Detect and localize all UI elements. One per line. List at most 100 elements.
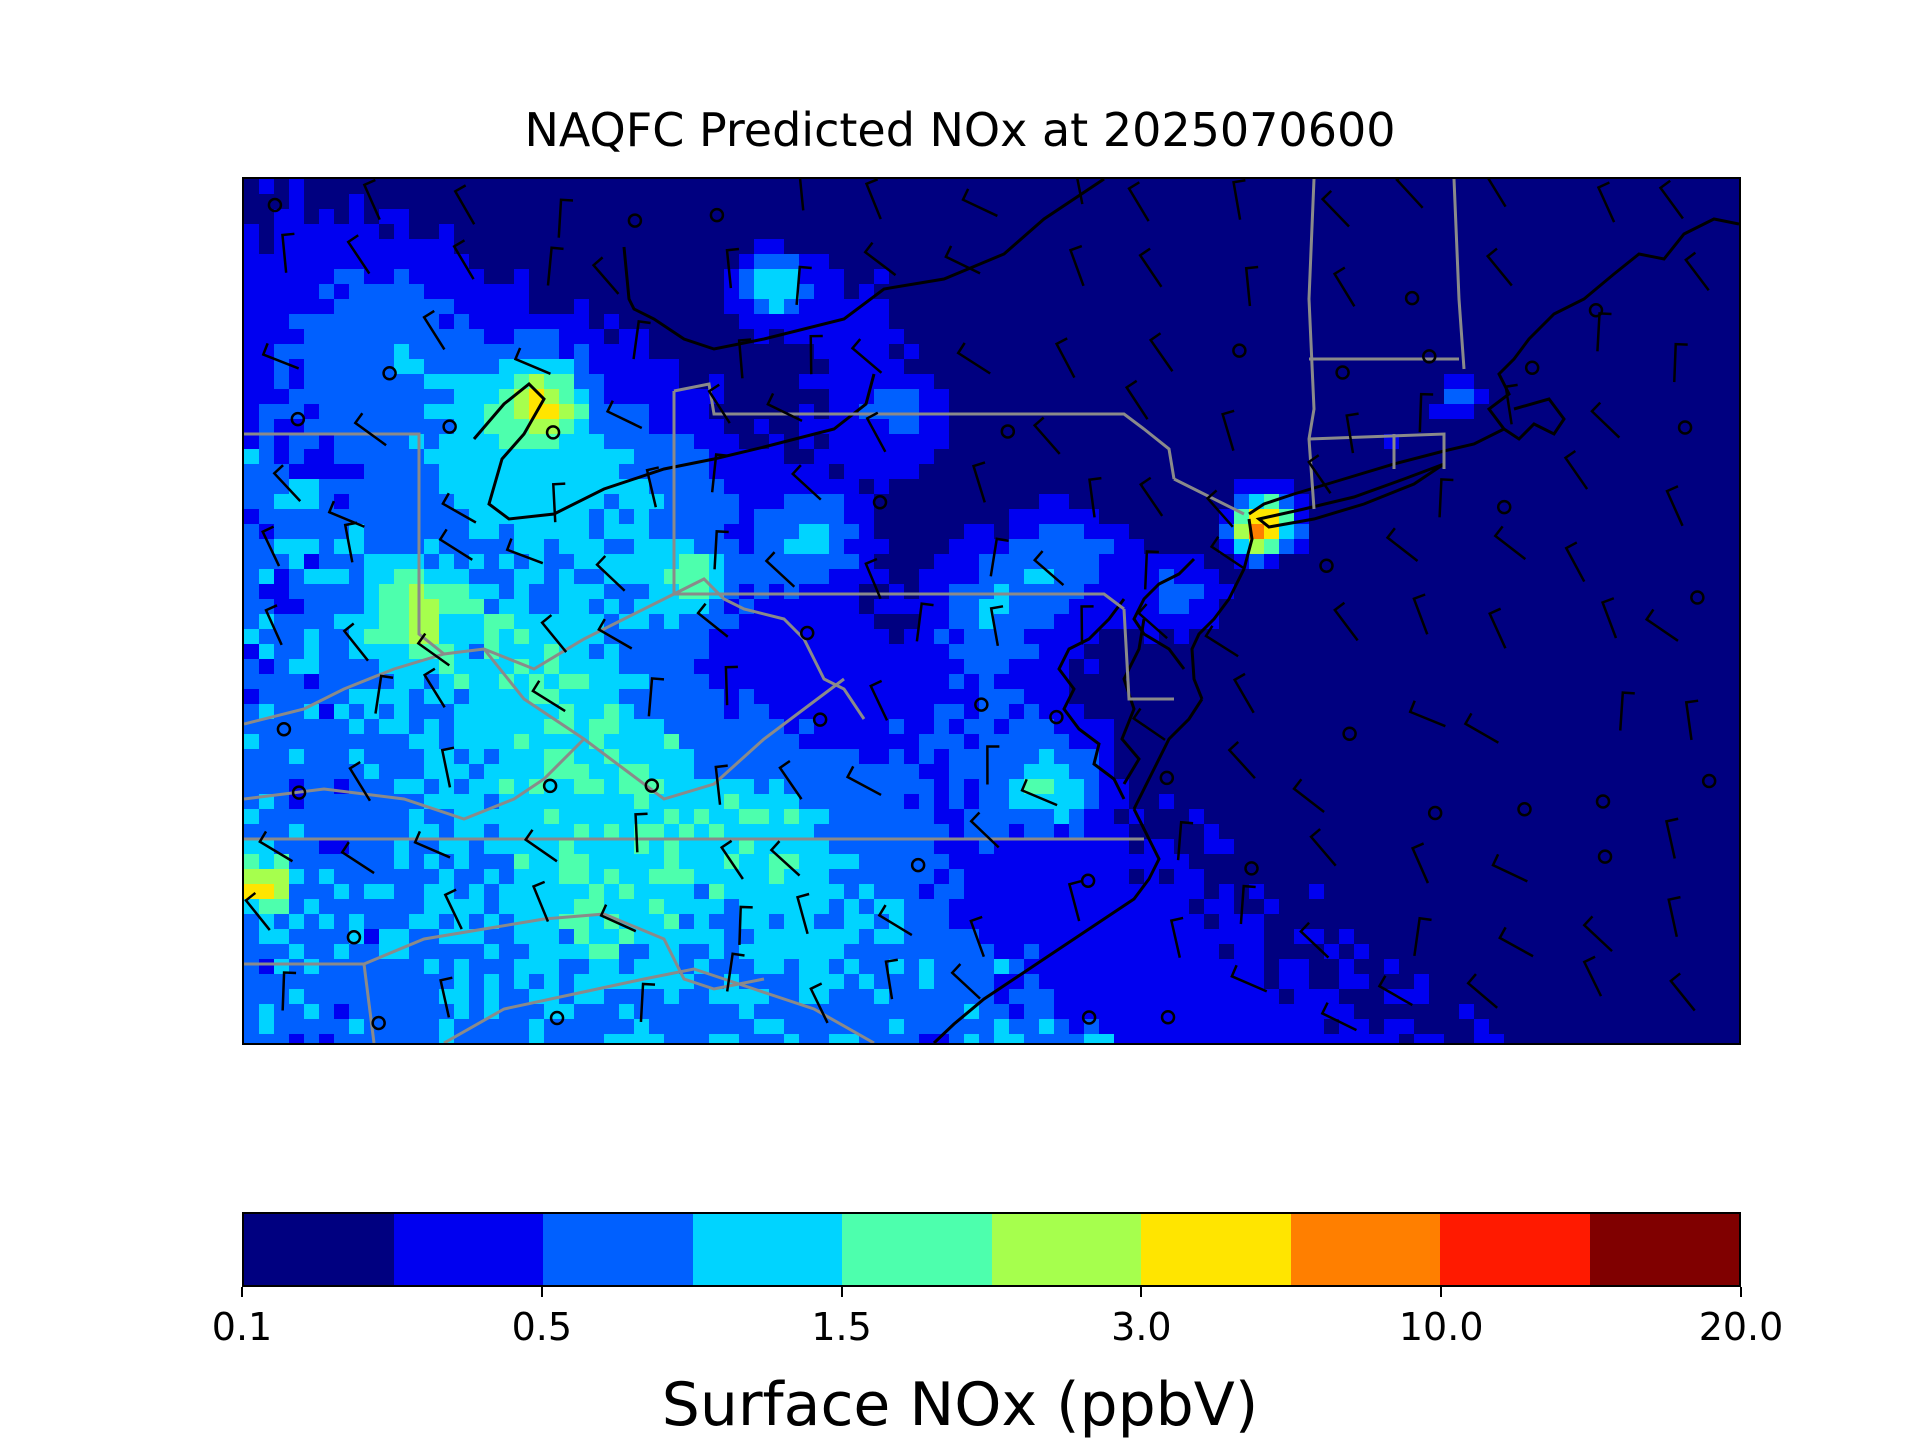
wind-barb xyxy=(422,309,446,351)
colorbar-swatch xyxy=(692,1214,842,1285)
calm-wind-circle xyxy=(799,625,815,641)
wind-barb xyxy=(1292,778,1325,814)
wind-barbs xyxy=(244,179,1717,1032)
wind-barb xyxy=(944,245,981,275)
calm-wind-circle xyxy=(1496,499,1512,515)
colorbar-swatch xyxy=(991,1214,1141,1285)
wind-barb xyxy=(1669,972,1696,1012)
wind-barb xyxy=(798,179,805,211)
wind-barb xyxy=(443,888,463,930)
calm-wind-circle xyxy=(1422,349,1437,364)
colorbar-tick-label: 0.5 xyxy=(511,1305,573,1349)
calm-wind-circle xyxy=(974,697,989,712)
calm-wind-circle xyxy=(542,778,558,794)
wind-barb xyxy=(1032,550,1065,586)
wind-barb xyxy=(1438,478,1454,518)
calm-wind-circle xyxy=(1701,773,1717,789)
wind-barb xyxy=(1408,700,1446,728)
wind-barb xyxy=(1395,179,1424,209)
wind-barb xyxy=(1088,476,1102,518)
wind-barb xyxy=(1332,266,1356,307)
calm-wind-circle xyxy=(1597,849,1613,864)
ky-tn-border xyxy=(362,963,376,1043)
colorbar xyxy=(242,1212,1741,1287)
wind-barb xyxy=(1619,691,1635,731)
wind-barb xyxy=(850,338,883,374)
calm-wind-circle xyxy=(644,778,660,793)
delmarva-east xyxy=(1132,698,1204,810)
colorbar-swatch xyxy=(393,1214,543,1285)
wind-barb xyxy=(281,232,295,273)
wind-barb xyxy=(1582,915,1613,953)
colorbar-tick-mark xyxy=(1740,1287,1742,1297)
calm-wind-circle xyxy=(1517,802,1532,817)
colorbar-ticks: 0.1 0.5 1.5 3.0 10.0 20.0 xyxy=(212,1287,1783,1349)
calm-wind-circle xyxy=(549,1010,565,1026)
wind-barb xyxy=(1127,181,1150,222)
wind-barb xyxy=(969,811,1000,849)
colorbar-swatch xyxy=(1589,1214,1739,1285)
md-de-border xyxy=(1122,608,1174,701)
delaware-bay xyxy=(1132,557,1196,670)
wind-barb xyxy=(1413,916,1432,957)
wind-barb xyxy=(1684,699,1699,741)
calm-wind-circle xyxy=(1595,794,1611,809)
calm-wind-circle xyxy=(1335,365,1350,380)
wind-barb xyxy=(452,239,475,280)
wv-va-border xyxy=(482,648,845,801)
wind-barb xyxy=(778,759,803,800)
wind-barb xyxy=(1032,416,1061,455)
wind-barb xyxy=(261,525,281,567)
wind-barb xyxy=(1658,179,1684,220)
wind-barb xyxy=(1684,251,1710,291)
wind-barb xyxy=(531,680,566,713)
wind-barb xyxy=(1068,244,1085,287)
ohio-river xyxy=(244,592,675,726)
wind-barb xyxy=(634,812,648,853)
wind-barb xyxy=(1230,964,1268,993)
wind-barb xyxy=(438,528,473,561)
wind-barb xyxy=(1410,842,1430,884)
wind-barb xyxy=(1488,607,1507,649)
wind-barb xyxy=(639,982,656,1023)
wind-barb xyxy=(1020,778,1058,807)
wind-barb xyxy=(1487,179,1507,208)
wind-barb xyxy=(766,392,803,422)
wind-barb xyxy=(1244,265,1259,307)
wind-barb xyxy=(1148,332,1174,372)
wind-barb xyxy=(1239,884,1256,925)
concentration-grid xyxy=(244,179,1739,1043)
wind-barb xyxy=(1600,597,1618,639)
colorbar-tick-label: 1.5 xyxy=(811,1305,872,1349)
wind-barb xyxy=(725,952,745,992)
wind-barb xyxy=(1221,409,1235,451)
wind-barb xyxy=(374,674,394,714)
wind-barb xyxy=(540,614,568,653)
wind-barb xyxy=(764,551,796,588)
wind-barb xyxy=(1466,973,1499,1009)
wind-barb xyxy=(989,537,1009,577)
wind-barb xyxy=(1076,179,1084,205)
wind-barb xyxy=(1067,880,1082,922)
wind-barb xyxy=(595,555,626,592)
wind-barb xyxy=(795,265,812,305)
wind-barb xyxy=(877,904,913,937)
tn-nc-border xyxy=(244,912,765,991)
wind-barb xyxy=(1138,247,1163,288)
calm-wind-circle xyxy=(872,495,888,510)
wind-barb xyxy=(453,184,476,225)
calm-wind-circle xyxy=(1160,1010,1176,1025)
vt-nh-border xyxy=(1452,179,1466,370)
colorbar-tick-label: 0.1 xyxy=(211,1305,273,1349)
wind-barb xyxy=(1320,1002,1357,1032)
wind-barb xyxy=(264,604,283,646)
colorbar-tick-label: 3.0 xyxy=(1111,1305,1172,1349)
ny-pa-border xyxy=(673,382,1176,480)
calm-wind-circle xyxy=(545,425,561,440)
wind-barb xyxy=(737,338,752,379)
wind-barb xyxy=(1590,401,1621,439)
calm-wind-circle xyxy=(1524,360,1540,375)
calm-wind-circle xyxy=(291,785,307,800)
wind-barb xyxy=(869,679,889,721)
wind-barb xyxy=(422,667,446,708)
